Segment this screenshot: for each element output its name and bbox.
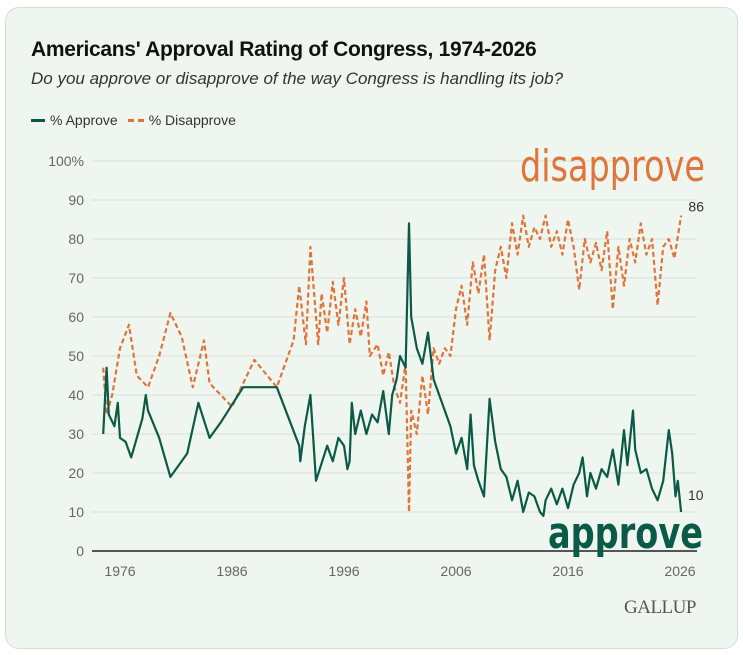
legend-swatch-approve [31,118,45,122]
legend-approve: % Approve [31,112,118,128]
legend-swatch-disapprove [127,118,144,122]
x-tick-label: 1976 [104,563,135,579]
y-tick-label: 30 [68,426,84,442]
x-tick-label: 1986 [216,563,247,579]
y-tick-label: 0 [76,543,84,559]
x-tick-label: 2006 [440,563,471,579]
annotation-approve: approve [548,508,703,559]
x-tick-label: 2026 [664,563,695,579]
annotation-disapprove: disapprove [520,141,705,192]
legend-label-disapprove: % Disapprove [148,112,236,128]
chart-subtitle: Do you approve or disapprove of the way … [31,69,564,88]
x-tick-label: 2016 [552,563,583,579]
end-label-disapprove: 86 [688,199,704,215]
y-tick-label: 10 [68,504,84,520]
legend-label-approve: % Approve [50,112,118,128]
chart-title: Americans' Approval Rating of Congress, … [31,38,537,61]
y-tick-label: 50 [68,348,84,364]
y-tick-label: 20 [68,465,84,481]
legend: % Approve % Disapprove [31,112,236,128]
y-tick-label: 40 [68,387,84,403]
gallup-logo: GALLUP [624,597,696,618]
series-disapprove-line [102,214,683,514]
y-tick-label: 70 [68,270,84,286]
legend-disapprove: % Disapprove [127,112,236,128]
end-label-approve: 10 [688,487,704,503]
x-tick-label: 1996 [328,563,359,579]
y-tick-label: 60 [68,309,84,325]
y-tick-label: 80 [68,231,84,247]
y-tick-label: 100% [48,153,84,169]
y-tick-label: 90 [68,192,84,208]
